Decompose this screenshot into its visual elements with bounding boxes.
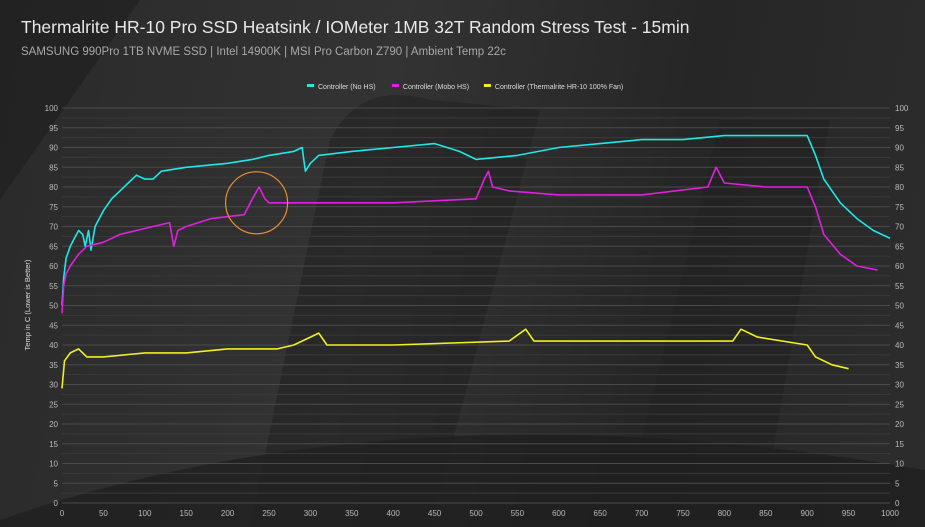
y-tick-label-right: 5 xyxy=(895,479,900,488)
y-tick-label-right: 0 xyxy=(895,499,900,508)
y-tick-label-left: 70 xyxy=(49,223,58,232)
x-tick-label: 1000 xyxy=(881,509,899,518)
x-tick-label: 400 xyxy=(387,509,401,518)
x-tick-label: 300 xyxy=(304,509,318,518)
x-tick-label: 450 xyxy=(428,509,442,518)
y-tick-label-left: 60 xyxy=(49,262,58,271)
x-tick-label: 750 xyxy=(676,509,690,518)
series-line xyxy=(61,134,891,306)
x-tick-label: 550 xyxy=(511,509,525,518)
y-tick-label-right: 40 xyxy=(895,341,904,350)
y-tick-label-right: 65 xyxy=(895,242,904,251)
y-axis-label: Temp in C (Lower is Better) xyxy=(23,259,32,350)
y-tick-label-right: 75 xyxy=(895,203,904,212)
y-tick-label-left: 95 xyxy=(49,124,58,133)
y-tick-label-right: 60 xyxy=(895,262,904,271)
x-tick-label: 200 xyxy=(221,509,235,518)
y-tick-label-right: 20 xyxy=(895,420,904,429)
y-tick-label-left: 75 xyxy=(49,203,58,212)
y-tick-label-left: 20 xyxy=(49,420,58,429)
y-tick-label-left: 5 xyxy=(54,479,59,488)
y-tick-label-left: 15 xyxy=(49,440,58,449)
legend-label: Controller (Thermalrite HR-10 100% Fan) xyxy=(495,84,623,91)
y-tick-label-right: 30 xyxy=(895,381,904,390)
x-tick-label: 100 xyxy=(138,509,152,518)
y-tick-label-left: 10 xyxy=(49,460,58,469)
legend-swatch xyxy=(483,84,491,87)
y-tick-label-left: 85 xyxy=(49,163,58,172)
series-line xyxy=(61,166,878,314)
x-tick-label: 900 xyxy=(801,509,815,518)
y-tick-label-left: 45 xyxy=(49,321,58,330)
x-tick-label: 150 xyxy=(180,509,194,518)
y-tick-label-right: 70 xyxy=(895,223,904,232)
legend-label: Controller (Mobo HS) xyxy=(403,84,469,91)
y-tick-label-left: 0 xyxy=(54,499,59,508)
legend-label: Controller (No HS) xyxy=(318,84,376,91)
x-tick-label: 0 xyxy=(60,509,65,518)
x-tick-label: 650 xyxy=(594,509,608,518)
y-tick-label-right: 55 xyxy=(895,282,904,291)
y-tick-label-left: 65 xyxy=(49,242,58,251)
x-tick-label: 250 xyxy=(262,509,276,518)
legend-swatch xyxy=(391,84,399,87)
y-tick-label-right: 95 xyxy=(895,124,904,133)
x-tick-label: 700 xyxy=(635,509,649,518)
y-tick-label-left: 55 xyxy=(49,282,58,291)
x-tick-label: 600 xyxy=(552,509,566,518)
y-tick-label-right: 80 xyxy=(895,183,904,192)
y-tick-label-left: 35 xyxy=(49,361,58,370)
y-tick-label-left: 90 xyxy=(49,144,58,153)
y-tick-label-left: 25 xyxy=(49,400,58,409)
annotation-circle xyxy=(224,171,289,235)
y-tick-label-left: 30 xyxy=(49,381,58,390)
x-tick-label: 50 xyxy=(99,509,108,518)
y-tick-label-right: 25 xyxy=(895,400,904,409)
y-tick-label-right: 45 xyxy=(895,321,904,330)
y-tick-label-right: 90 xyxy=(895,144,904,153)
legend-swatch xyxy=(307,84,314,87)
y-tick-label-left: 100 xyxy=(45,104,59,113)
x-tick-label: 950 xyxy=(842,509,856,518)
x-tick-label: 350 xyxy=(345,509,359,518)
y-tick-label-left: 80 xyxy=(49,183,58,192)
y-tick-label-left: 40 xyxy=(49,341,58,350)
y-tick-label-right: 10 xyxy=(895,460,904,469)
x-tick-label: 800 xyxy=(718,509,732,518)
chart-subtitle: SAMSUNG 990Pro 1TB NVME SSD | Intel 1490… xyxy=(21,46,506,58)
x-tick-label: 850 xyxy=(759,509,773,518)
y-tick-label-right: 85 xyxy=(895,163,904,172)
y-tick-label-right: 35 xyxy=(895,361,904,370)
y-tick-label-left: 50 xyxy=(49,302,58,311)
chart-title: Thermalrite HR-10 Pro SSD Heatsink / IOM… xyxy=(21,17,690,37)
x-tick-label: 500 xyxy=(469,509,483,518)
y-tick-label-right: 15 xyxy=(895,440,904,449)
y-tick-label-right: 100 xyxy=(895,104,909,113)
y-tick-label-right: 50 xyxy=(895,302,904,311)
series-line xyxy=(61,328,849,389)
